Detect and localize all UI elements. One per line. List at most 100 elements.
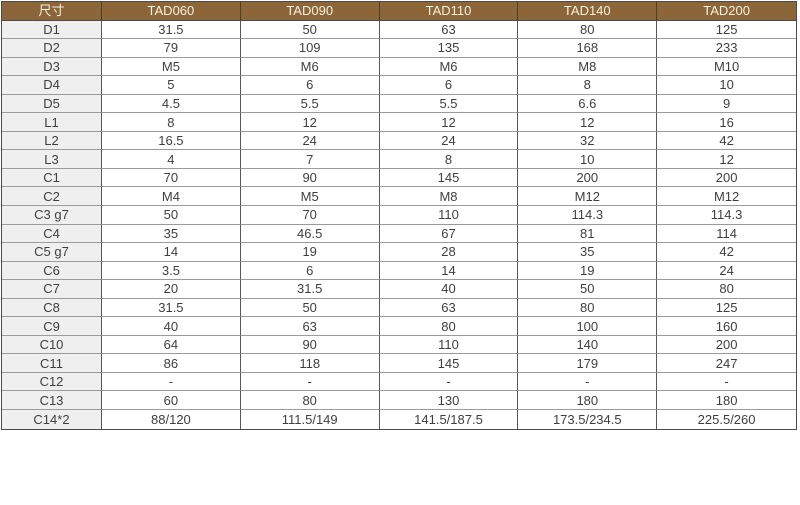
row-label: C7 [2,280,102,299]
table-row: C9 40 63 80 100 160 [2,317,796,336]
data-cell: 3.5 [102,261,241,281]
row-label: C8 [2,298,102,318]
table-row: C2 M4 M5 M8 M12 M12 [2,187,796,207]
data-cell: 80 [379,317,519,336]
table-row: C8 31.5 50 63 80 125 [2,298,796,318]
table-row: C10 64 90 110 140 200 [2,335,796,355]
data-cell: 50 [240,20,380,40]
data-cell: 60 [102,391,241,411]
data-cell: - [102,372,241,392]
data-cell: M4 [102,187,241,207]
data-cell: 50 [102,206,241,225]
row-label: D4 [2,76,102,95]
row-label: C9 [2,317,102,336]
data-cell: 145 [379,354,519,373]
data-cell: 79 [102,39,241,58]
row-label: D5 [2,94,102,114]
data-cell: 6 [240,76,380,95]
data-cell: 118 [240,354,380,373]
row-label: L1 [2,113,102,132]
data-cell: 63 [240,317,380,336]
row-label: C2 [2,187,102,207]
data-cell: 9 [657,94,796,114]
data-cell: 35 [518,243,658,262]
column-header-tad200: TAD200 [657,2,796,21]
data-cell: 80 [518,298,658,318]
data-cell: 50 [518,280,658,299]
data-cell: M12 [518,187,658,207]
data-cell: 86 [102,354,241,373]
data-cell: 180 [518,391,658,411]
data-cell: 16.5 [102,131,241,151]
table-body: D1 31.5 50 63 80 125 D2 79 109 135 168 233 D3 M5 M6 M6 M… [2,20,796,429]
data-cell: 140 [518,335,658,355]
row-label: C12 [2,372,102,392]
data-cell: 46.5 [240,224,380,244]
data-cell: 180 [657,391,796,411]
table-row: D4 5 6 6 8 10 [2,76,796,95]
data-cell: 81 [518,224,658,244]
column-header-tad060: TAD060 [102,2,241,21]
data-cell: M8 [379,187,519,207]
corner-header-size-label: 尺寸 [2,2,102,21]
data-cell: 90 [240,168,380,188]
row-label: L3 [2,150,102,169]
data-cell: 63 [379,298,519,318]
data-cell: 10 [657,76,796,95]
data-cell: 90 [240,335,380,355]
table-row: C1 70 90 145 200 200 [2,168,796,188]
data-cell: M12 [657,187,796,207]
data-cell: 12 [379,113,519,132]
data-cell: M8 [518,57,658,77]
data-cell: 4.5 [102,94,241,114]
table-row: C13 60 80 130 180 180 [2,391,796,411]
data-cell: M6 [379,57,519,77]
data-cell: 200 [518,168,658,188]
data-cell: 114.3 [657,206,796,225]
table-row: L1 8 12 12 12 16 [2,113,796,132]
data-cell: 64 [102,335,241,355]
data-cell: M6 [240,57,380,77]
data-cell: 42 [657,131,796,151]
row-label: C4 [2,224,102,244]
table-header-row: 尺寸 TAD060 TAD090 TAD110 TAD140 TAD200 [2,2,796,21]
data-cell: 12 [518,113,658,132]
data-cell: 110 [379,335,519,355]
data-cell: 173.5/234.5 [518,410,658,429]
data-cell: 233 [657,39,796,58]
row-label: C5 g7 [2,243,102,262]
data-cell: 4 [102,150,241,169]
table-row: L2 16.5 24 24 32 42 [2,131,796,151]
table-row: C12- - - - - [2,372,796,392]
data-cell: 32 [518,131,658,151]
data-cell: 24 [657,261,796,281]
row-label: C10 [2,335,102,355]
data-cell: 70 [102,168,241,188]
data-cell: 5 [102,76,241,95]
data-cell: 19 [240,243,380,262]
data-cell: 12 [240,113,380,132]
data-cell: - [518,372,658,392]
table-row: D2 79 109 135 168 233 [2,39,796,58]
data-cell: 5.5 [240,94,380,114]
data-cell: 200 [657,335,796,355]
data-cell: 7 [240,150,380,169]
data-cell: 24 [379,131,519,151]
data-cell: 24 [240,131,380,151]
data-cell: 8 [102,113,241,132]
data-cell: 10 [518,150,658,169]
column-header-tad090: TAD090 [240,2,380,21]
table-row: D1 31.5 50 63 80 125 [2,20,796,40]
data-cell: 114.3 [518,206,658,225]
table-row: D5 4.5 5.5 5.5 6.6 9 [2,94,796,114]
data-cell: 31.5 [102,20,241,40]
row-label: L2 [2,131,102,151]
data-cell: 88/120 [102,410,241,429]
data-cell: 5.5 [379,94,519,114]
data-cell: 67 [379,224,519,244]
data-cell: M5 [102,57,241,77]
data-cell: 80 [657,280,796,299]
data-cell: 40 [379,280,519,299]
data-cell: 100 [518,317,658,336]
data-cell: 40 [102,317,241,336]
